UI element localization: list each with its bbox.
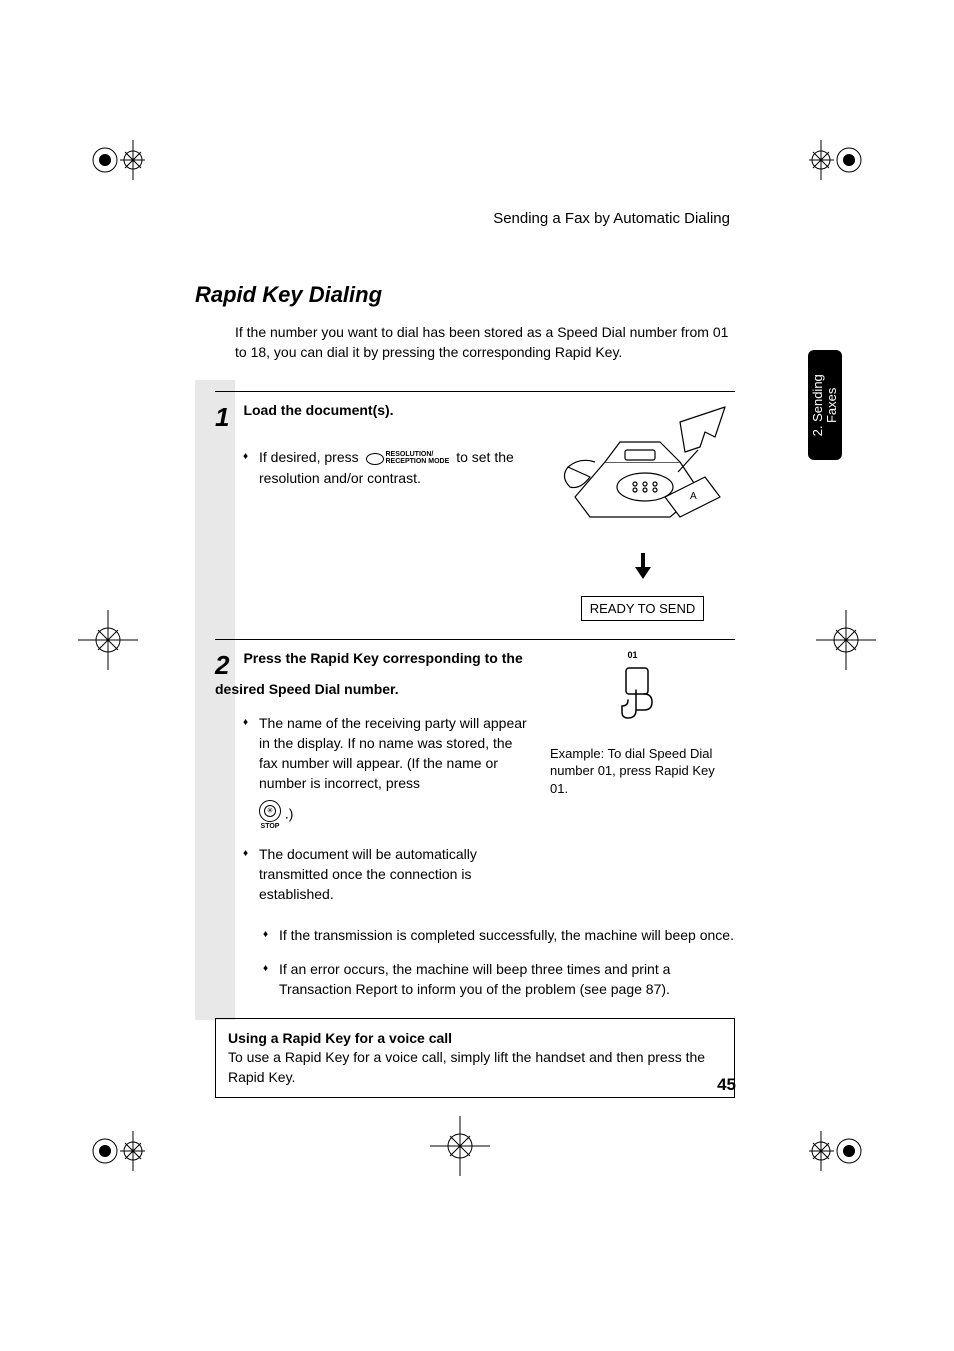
fax-machine-icon: A bbox=[550, 402, 730, 542]
note-box: Using a Rapid Key for a voice call To us… bbox=[215, 1018, 735, 1099]
chapter-tab: 2. SendingFaxes bbox=[808, 350, 842, 460]
note-body: To use a Rapid Key for a voice call, sim… bbox=[228, 1049, 705, 1085]
crop-mark-icon bbox=[816, 610, 876, 670]
resolution-button-icon: RESOLUTION/RECEPTION MODE bbox=[366, 448, 450, 468]
crop-mark-icon bbox=[85, 130, 145, 190]
step-number: 1 bbox=[215, 402, 239, 433]
svg-text:A: A bbox=[690, 491, 697, 502]
stop-button-icon: ✳ STOP bbox=[259, 800, 281, 830]
crop-mark-icon bbox=[809, 1121, 869, 1181]
step-heading: Load the document(s). bbox=[243, 402, 393, 418]
example-text: Example: To dial Speed Dial number 01, p… bbox=[550, 745, 735, 798]
crop-mark-icon bbox=[78, 610, 138, 670]
chapter-tab-label: 2. SendingFaxes bbox=[811, 374, 840, 436]
step-heading: Press the Rapid Key corresponding to the… bbox=[215, 650, 523, 697]
bullet-text: .) bbox=[285, 805, 294, 821]
note-title: Using a Rapid Key for a voice call bbox=[228, 1030, 452, 1046]
section-intro: If the number you want to dial has been … bbox=[235, 322, 735, 363]
step-2: 2 Press the Rapid Key corresponding to t… bbox=[215, 639, 735, 1000]
step2-bullet-4: If an error occurs, the machine will bee… bbox=[263, 959, 735, 1000]
rapid-key-icon: 01 bbox=[550, 650, 735, 735]
crop-mark-icon bbox=[809, 130, 869, 190]
running-header: Sending a Fax by Automatic Dialing bbox=[195, 210, 730, 227]
step2-bullet-3: If the transmission is completed success… bbox=[263, 925, 735, 945]
step1-bullet: If desired, press RESOLUTION/RECEPTION M… bbox=[243, 447, 532, 489]
step-1: 1 Load the document(s). If desired, pres… bbox=[215, 391, 735, 621]
crop-mark-icon bbox=[430, 1116, 490, 1176]
step2-bullet-1: The name of the receiving party will app… bbox=[243, 713, 532, 830]
arrow-down-icon bbox=[550, 553, 735, 584]
step2-bullet-2: The document will be automatically trans… bbox=[243, 844, 532, 905]
page-number: 45 bbox=[717, 1075, 736, 1095]
content-area: Sending a Fax by Automatic Dialing Rapid… bbox=[195, 210, 735, 1098]
crop-mark-icon bbox=[85, 1121, 145, 1181]
lcd-display: READY TO SEND bbox=[581, 596, 704, 621]
step-number: 2 bbox=[215, 650, 239, 681]
bullet-text: If desired, press bbox=[259, 449, 363, 465]
page: 2. SendingFaxes Sending a Fax by Automat… bbox=[0, 0, 954, 1351]
bullet-text: The name of the receiving party will app… bbox=[259, 715, 527, 792]
section-title: Rapid Key Dialing bbox=[195, 282, 735, 308]
